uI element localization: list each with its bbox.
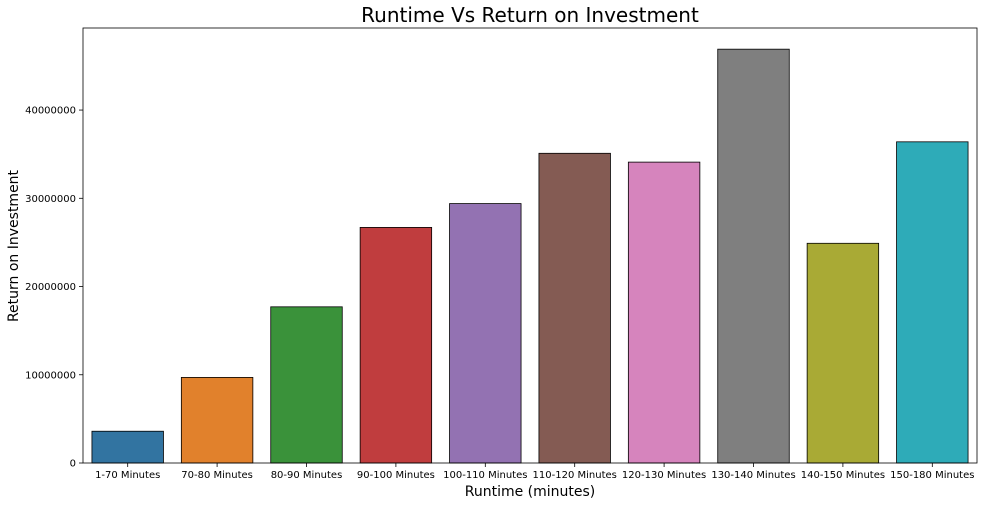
y-tick-label: 0: [70, 459, 76, 470]
bar-150-180-minutes: [896, 141, 969, 464]
y-tick-label: 40000000: [25, 106, 76, 117]
y-tick-label: 30000000: [25, 194, 76, 205]
bar-70-80-minutes: [180, 377, 254, 464]
x-tick-label: 130-140 Minutes: [711, 470, 795, 481]
y-tick-label: 10000000: [25, 370, 76, 381]
x-tick-label: 110-120 Minutes: [533, 470, 617, 481]
bar-140-150-minutes: [806, 242, 880, 464]
y-ticks-group: 0 10000000 20000000 30000000 40000000: [25, 106, 83, 470]
y-axis-label: Return on Investment: [6, 169, 22, 322]
x-tick-label: 100-110 Minutes: [443, 470, 527, 481]
bar-120-130-minutes: [627, 161, 701, 464]
x-tick-label: 1-70 Minutes: [95, 470, 160, 481]
plot-frame: [82, 27, 978, 464]
bar-130-140-minutes: [717, 48, 790, 464]
x-tick-label: 90-100 Minutes: [357, 470, 435, 481]
x-tick-label: 140-150 Minutes: [801, 470, 885, 481]
x-tick-label: 70-80 Minutes: [181, 470, 253, 481]
bar-100-110-minutes: [449, 203, 522, 464]
y-tick-label: 20000000: [25, 282, 76, 293]
bar-90-100-minutes: [359, 227, 433, 464]
bars-group: [91, 48, 969, 464]
x-tick-label: 150-180 Minutes: [890, 470, 974, 481]
bar-1-70-minutes: [91, 430, 164, 464]
x-axis-label: Runtime (minutes): [465, 484, 596, 500]
x-ticks-group: 1-70 Minutes 70-80 Minutes 80-90 Minutes 90…: [95, 463, 974, 481]
x-tick-label: 120-130 Minutes: [622, 470, 706, 481]
chart-title: Runtime Vs Return on Investment: [361, 3, 699, 27]
bar-110-120-minutes: [538, 152, 611, 464]
bar-80-90-minutes: [270, 306, 343, 464]
x-tick-label: 80-90 Minutes: [271, 470, 343, 481]
